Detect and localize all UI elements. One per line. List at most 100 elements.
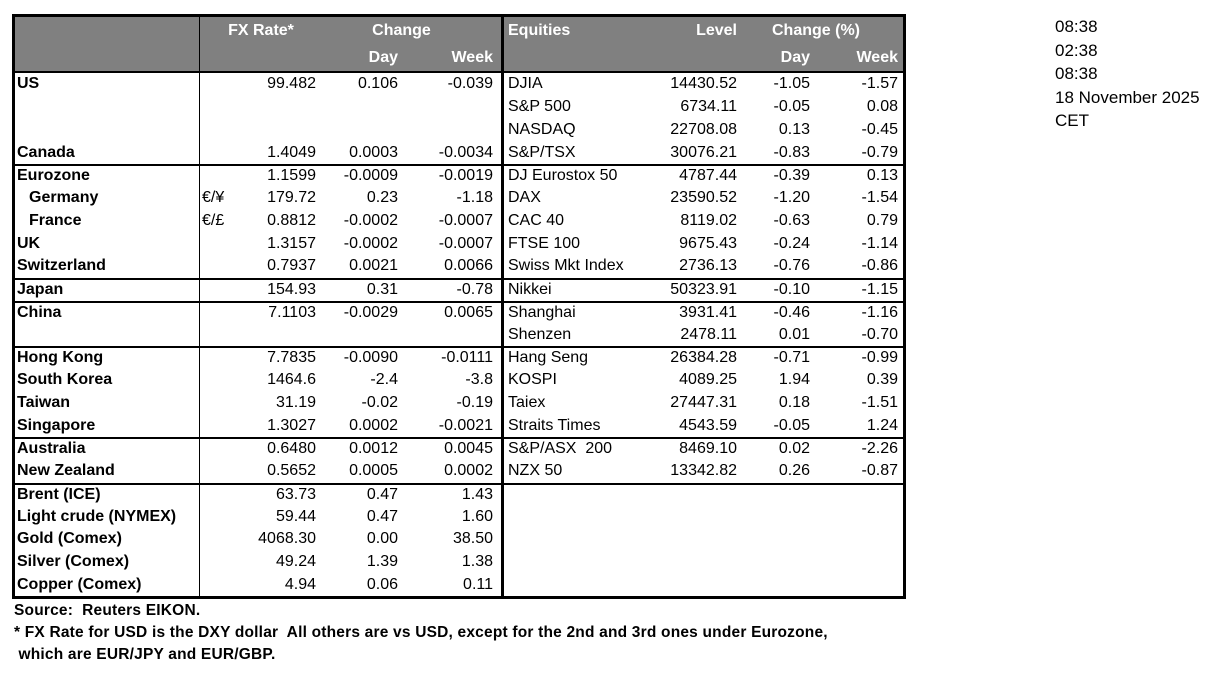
equity-change-week: -0.79 bbox=[861, 143, 898, 161]
fx-label: Brent (ICE) bbox=[15, 484, 200, 506]
fx-label: Taiwan bbox=[15, 391, 200, 415]
equity-change-day: -1.20 bbox=[773, 189, 810, 207]
fx-rate-cell bbox=[200, 96, 322, 119]
equity-label: KOSPI bbox=[508, 371, 557, 389]
equity-level: 3931.41 bbox=[679, 303, 737, 321]
equity-level: 4543.59 bbox=[679, 416, 737, 434]
equity-level: 26384.28 bbox=[670, 349, 737, 367]
equity-level: 8469.10 bbox=[679, 440, 737, 458]
fx-change-day: -0.0002 bbox=[343, 211, 398, 229]
fx-change-week: -0.0007 bbox=[404, 209, 504, 233]
equity-change-day: -0.05 bbox=[773, 416, 810, 434]
table-body: US 99.482 0.106 -0.039 DJIA 14430.52 -1.05 -1.5… bbox=[15, 73, 903, 597]
equity-label: FTSE 100 bbox=[508, 234, 581, 252]
fx-rate-cell: 7.1103 bbox=[200, 303, 322, 324]
fx-rate-cell: 59.44 bbox=[200, 505, 322, 528]
fx-change-week: 1.43 bbox=[404, 484, 504, 506]
fx-change-day: -0.0009 bbox=[343, 167, 398, 185]
timestamp-line: 08:38 bbox=[1055, 64, 1098, 83]
equity-change-week: -0.45 bbox=[861, 120, 898, 138]
equity-change-week: 0.79 bbox=[866, 211, 898, 229]
fx-rate-cell bbox=[200, 119, 322, 142]
equity-label: DJ Eurostox 50 bbox=[508, 167, 618, 185]
footnote-line: * FX Rate for USD is the DXY dollar All … bbox=[14, 624, 828, 641]
fx-change-week: 0.11 bbox=[404, 573, 504, 597]
equity-label: Hang Seng bbox=[508, 349, 589, 367]
fx-change-day: 0.0012 bbox=[349, 440, 398, 458]
fx-rate-cell bbox=[200, 323, 322, 346]
fx-change-day: 0.106 bbox=[357, 75, 398, 93]
fx-change-week: 1.60 bbox=[404, 505, 504, 528]
table-row: Australia 0.6480 0.0012 0.0045 S&P/ASX 200 84… bbox=[15, 437, 903, 460]
table-row: US 99.482 0.106 -0.039 DJIA 14430.52 -1.05 -1.5… bbox=[15, 73, 903, 96]
fx-rate-cell: 4068.30 bbox=[200, 528, 322, 551]
fx-change-week: -0.0111 bbox=[404, 348, 504, 369]
table-row: Switzerland 0.7937 0.0021 0.0066 Swiss Mkt I… bbox=[15, 255, 903, 278]
equity-change-day bbox=[743, 528, 817, 551]
equity-change-day: -0.83 bbox=[773, 143, 810, 161]
fx-rate-cell: 49.24 bbox=[200, 551, 322, 574]
fx-rate-value: 0.6480 bbox=[267, 440, 316, 458]
equity-change-day: -0.46 bbox=[773, 303, 810, 321]
fx-change-day: -2.4 bbox=[370, 371, 398, 389]
fx-rate-cell: 1.1599 bbox=[200, 166, 322, 187]
timestamp-line: 18 November 2025 bbox=[1055, 87, 1200, 107]
equity-change-week: 1.24 bbox=[866, 416, 898, 434]
fx-rate-value: 1.4049 bbox=[267, 143, 316, 161]
equity-change-week: -1.57 bbox=[861, 75, 898, 93]
equity-change-day: -0.05 bbox=[773, 98, 810, 116]
equity-label bbox=[504, 528, 648, 551]
fx-change-day bbox=[322, 119, 404, 142]
fx-label: Eurozone bbox=[15, 166, 200, 187]
equity-change-day: -0.71 bbox=[773, 349, 810, 367]
equity-level: 30076.21 bbox=[670, 143, 737, 161]
fx-change-week: 0.0002 bbox=[404, 459, 504, 483]
table-row: S&P 500 6734.11 -0.05 0.08 bbox=[15, 95, 903, 119]
equity-change-week: -2.26 bbox=[861, 440, 898, 458]
equity-change-week: -1.14 bbox=[861, 234, 898, 252]
fx-change-week: 0.0066 bbox=[404, 255, 504, 278]
equity-level: 8119.02 bbox=[680, 211, 737, 229]
fx-rate-cell: 1.4049 bbox=[200, 141, 322, 164]
fx-change-day: -0.0090 bbox=[343, 349, 398, 367]
fx-rate-cell: €/¥ 179.72 bbox=[200, 187, 322, 210]
equity-change-day: -0.39 bbox=[773, 167, 810, 185]
fx-label: Canada bbox=[15, 141, 200, 164]
table-header: FX Rate* Change Day Week Equities Level … bbox=[15, 17, 903, 73]
equity-label bbox=[504, 485, 648, 506]
fx-label bbox=[15, 323, 200, 346]
table-row: Hong Kong 7.7835 -0.0090 -0.0111 Hang Seng 26… bbox=[15, 346, 903, 369]
fx-rate-value: 63.73 bbox=[275, 485, 316, 503]
fx-rate-value: 1.3027 bbox=[267, 416, 316, 434]
fx-change-day: -0.0029 bbox=[343, 303, 398, 321]
fx-change-day: 0.00 bbox=[366, 530, 398, 548]
equity-level: 23590.52 bbox=[670, 189, 737, 207]
equity-change-day: -1.05 bbox=[773, 75, 810, 93]
fx-rate-cell: 0.7937 bbox=[200, 255, 322, 278]
fx-change-day: 0.0003 bbox=[349, 143, 398, 161]
fx-rate-value: 4068.30 bbox=[258, 530, 316, 548]
fx-label: US bbox=[15, 73, 200, 96]
table-row: Japan 154.93 0.31 -0.78 Nikkei 50323.91 -0.10 -… bbox=[15, 277, 903, 301]
fx-rate-cell: 63.73 bbox=[200, 485, 322, 506]
equity-level: 14430.52 bbox=[670, 75, 737, 93]
fx-label: Australia bbox=[15, 439, 200, 460]
equity-label: S&P/ASX 200 bbox=[508, 440, 613, 458]
footnote-line: Source: Reuters EIKON. bbox=[14, 602, 201, 619]
equity-change-week bbox=[817, 485, 903, 506]
fx-rate-value: 0.8812 bbox=[267, 211, 316, 229]
fx-change-week: -0.78 bbox=[404, 279, 504, 301]
equity-change-day bbox=[743, 551, 817, 574]
fx-change-day bbox=[322, 96, 404, 119]
fx-rate-cell: 31.19 bbox=[200, 392, 322, 415]
fx-rate-cell: 1.3027 bbox=[200, 414, 322, 437]
fx-pair-label: €/£ bbox=[202, 211, 225, 229]
fx-change-day: -0.0002 bbox=[343, 234, 398, 252]
table-row: Germany €/¥ 179.72 0.23 -1.18 DAX 23590.52 -1.2… bbox=[15, 186, 903, 210]
header-equities: Equities bbox=[508, 21, 571, 39]
equity-label bbox=[504, 505, 648, 528]
fx-rate-cell: 154.93 bbox=[200, 280, 322, 301]
fx-change-week: -3.8 bbox=[404, 368, 504, 392]
equity-level: 9675.43 bbox=[679, 234, 737, 252]
equity-label: DAX bbox=[508, 189, 541, 207]
